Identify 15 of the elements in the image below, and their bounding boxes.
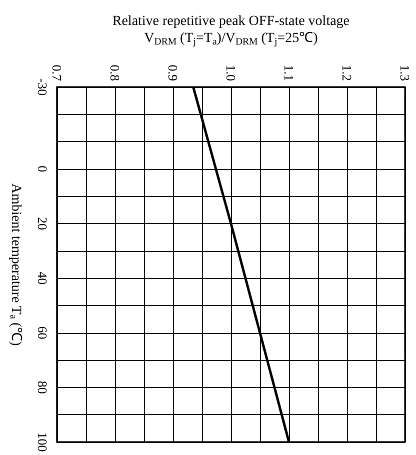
y-tick-label: 0 <box>34 166 50 172</box>
y-tick-label: 40 <box>34 272 50 285</box>
x-tick-label: 1.0 <box>223 64 238 81</box>
x-tick-label: 1.2 <box>339 64 354 81</box>
x-tick-label: 1.3 <box>398 64 412 81</box>
y-tick-label: 80 <box>34 380 50 394</box>
y-tick-label: 60 <box>34 326 50 340</box>
y-tick-label: 20 <box>34 217 50 230</box>
x-tick-label: 0.8 <box>107 64 122 81</box>
y-tick-label: 100 <box>34 432 50 452</box>
y-axis-title: Ambient temperature Ta (℃) <box>8 183 23 346</box>
x-tick-label: 1.1 <box>281 64 296 81</box>
y-tick-label: -30 <box>34 78 50 96</box>
x-tick-label: 0.9 <box>165 64 180 81</box>
x-tick-label: 0.7 <box>49 64 64 82</box>
